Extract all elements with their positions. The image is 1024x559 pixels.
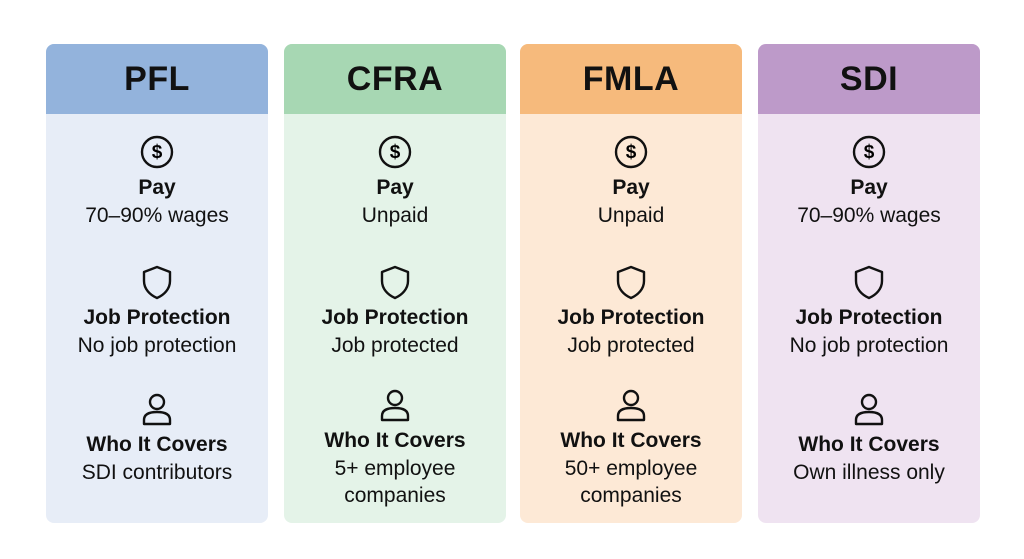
- row-label: Who It Covers: [86, 433, 228, 456]
- row-value: 5+ employee: [334, 457, 456, 480]
- svg-text:$: $: [390, 142, 401, 163]
- row: $ Pay Unpaid: [284, 134, 506, 229]
- row-value: SDI contributors: [81, 461, 233, 484]
- row-label: Job Protection: [83, 306, 231, 329]
- row-label: Who It Covers: [798, 433, 940, 456]
- row: Job Protection Job protected: [284, 264, 506, 359]
- row: Who It Covers 5+ employee companies: [284, 387, 506, 509]
- row-label: Job Protection: [795, 306, 943, 329]
- card-title: PFL: [46, 44, 268, 114]
- icon: [380, 265, 410, 300]
- row-value: No job protection: [77, 334, 237, 357]
- card-title: SDI: [758, 44, 980, 114]
- row-value: 50+ employee: [564, 457, 698, 480]
- icon: [616, 265, 646, 300]
- icon: [854, 265, 884, 300]
- row: Job Protection No job protection: [758, 264, 980, 359]
- card: CFRA $ Pay Unpaid Job Protection Job protecte…: [284, 44, 506, 523]
- row: $ Pay 70–90% wages: [46, 134, 268, 229]
- card-title: CFRA: [284, 44, 506, 114]
- icon: $: [378, 135, 412, 169]
- row-value: Unpaid: [597, 204, 665, 227]
- row-value: companies: [344, 484, 446, 507]
- row: Who It Covers SDI contributors: [46, 391, 268, 486]
- row: $ Pay 70–90% wages: [758, 134, 980, 229]
- row-label: Pay: [376, 176, 414, 199]
- icon: $: [140, 135, 174, 169]
- row-value: Own illness only: [793, 461, 945, 484]
- icon: [854, 393, 884, 426]
- row-label: Pay: [612, 176, 650, 199]
- card-title: FMLA: [520, 44, 742, 114]
- row-label: Pay: [850, 176, 888, 199]
- row-label: Who It Covers: [324, 429, 466, 452]
- row-label: Pay: [138, 176, 176, 199]
- icon: $: [852, 135, 886, 169]
- icon: [142, 393, 172, 426]
- row-label: Job Protection: [557, 306, 705, 329]
- row-value: 70–90% wages: [797, 204, 941, 227]
- row: Job Protection No job protection: [46, 264, 268, 359]
- svg-text:$: $: [152, 142, 163, 163]
- icon: $: [614, 135, 648, 169]
- card: SDI $ Pay 70–90% wages Job Protection No job …: [758, 44, 980, 523]
- row: Job Protection Job protected: [520, 264, 742, 359]
- row-value: Job protected: [331, 334, 459, 357]
- svg-text:$: $: [864, 142, 875, 163]
- row: Who It Covers Own illness only: [758, 391, 980, 486]
- row-value: companies: [580, 484, 682, 507]
- row-value: No job protection: [789, 334, 949, 357]
- row-value: Unpaid: [361, 204, 429, 227]
- icon: [380, 389, 410, 422]
- row: $ Pay Unpaid: [520, 134, 742, 229]
- icon: [142, 265, 172, 300]
- row-label: Who It Covers: [560, 429, 702, 452]
- card: FMLA $ Pay Unpaid Job Protection Job protecte…: [520, 44, 742, 523]
- card: PFL $ Pay 70–90% wages Job Protection No job …: [46, 44, 268, 523]
- icon: [616, 389, 646, 422]
- svg-text:$: $: [626, 142, 637, 163]
- row: Who It Covers 50+ employee companies: [520, 387, 742, 509]
- row-value: Job protected: [567, 334, 695, 357]
- row-label: Job Protection: [321, 306, 469, 329]
- row-value: 70–90% wages: [85, 204, 229, 227]
